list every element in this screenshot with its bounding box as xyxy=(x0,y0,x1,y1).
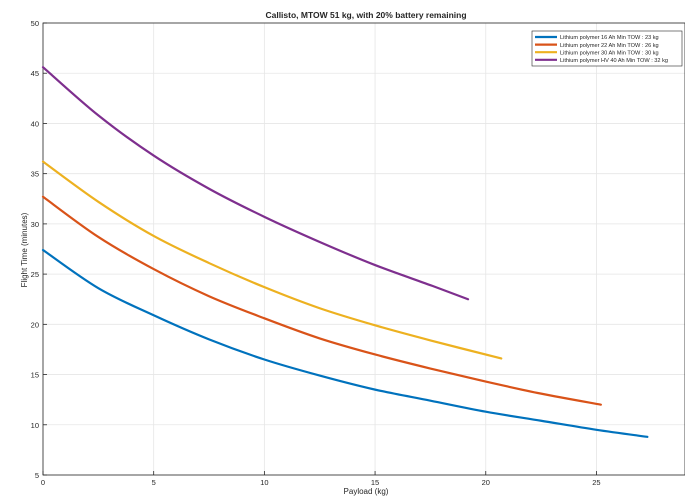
chart-title: Callisto, MTOW 51 kg, with 20% battery r… xyxy=(265,10,466,20)
x-tick-label: 25 xyxy=(592,478,600,487)
series-line-1 xyxy=(41,248,649,438)
y-tick-label: 20 xyxy=(31,320,39,329)
series-line-2 xyxy=(41,195,602,406)
x-tick-label: 10 xyxy=(260,478,268,487)
series-layer xyxy=(41,66,649,438)
grid-layer xyxy=(42,22,685,476)
y-tick-label: 15 xyxy=(31,371,39,380)
y-axis-label: Flight Time (minutes) xyxy=(20,212,29,287)
y-tick-label: 10 xyxy=(31,421,39,430)
y-tick-label: 50 xyxy=(31,19,39,28)
series-line-3 xyxy=(41,160,503,360)
legend-entry-label: Lithium polymer 16 Ah Min TOW : 23 kg xyxy=(560,35,659,41)
plot-area xyxy=(42,22,685,476)
y-tick-label: 30 xyxy=(31,220,39,229)
legend-entry-label: Lithium polymer HV 40 Ah Min TOW : 32 kg xyxy=(560,58,668,64)
y-tick-label: 40 xyxy=(31,119,39,128)
series-line-4 xyxy=(41,66,470,301)
legend-entry-label: Lithium polymer 30 Ah Min TOW : 30 kg xyxy=(560,50,659,56)
x-tick-label: 15 xyxy=(371,478,379,487)
y-tick-label: 45 xyxy=(31,69,39,78)
legend: Lithium polymer 16 Ah Min TOW : 23 kg Lit… xyxy=(531,30,683,67)
legend-entries: Lithium polymer 16 Ah Min TOW : 23 kg Lit… xyxy=(535,35,668,64)
y-tick-label: 5 xyxy=(35,471,39,480)
y-tick-label: 35 xyxy=(31,170,39,179)
x-tick-label: 5 xyxy=(152,478,156,487)
legend-entry-label: Lithium polymer 22 Ah Min TOW : 26 kg xyxy=(560,43,659,49)
x-axis-label: Payload (kg) xyxy=(344,487,389,496)
y-tick-label: 25 xyxy=(31,270,39,279)
x-tick-label: 0 xyxy=(41,478,45,487)
x-tick-label: 20 xyxy=(482,478,490,487)
